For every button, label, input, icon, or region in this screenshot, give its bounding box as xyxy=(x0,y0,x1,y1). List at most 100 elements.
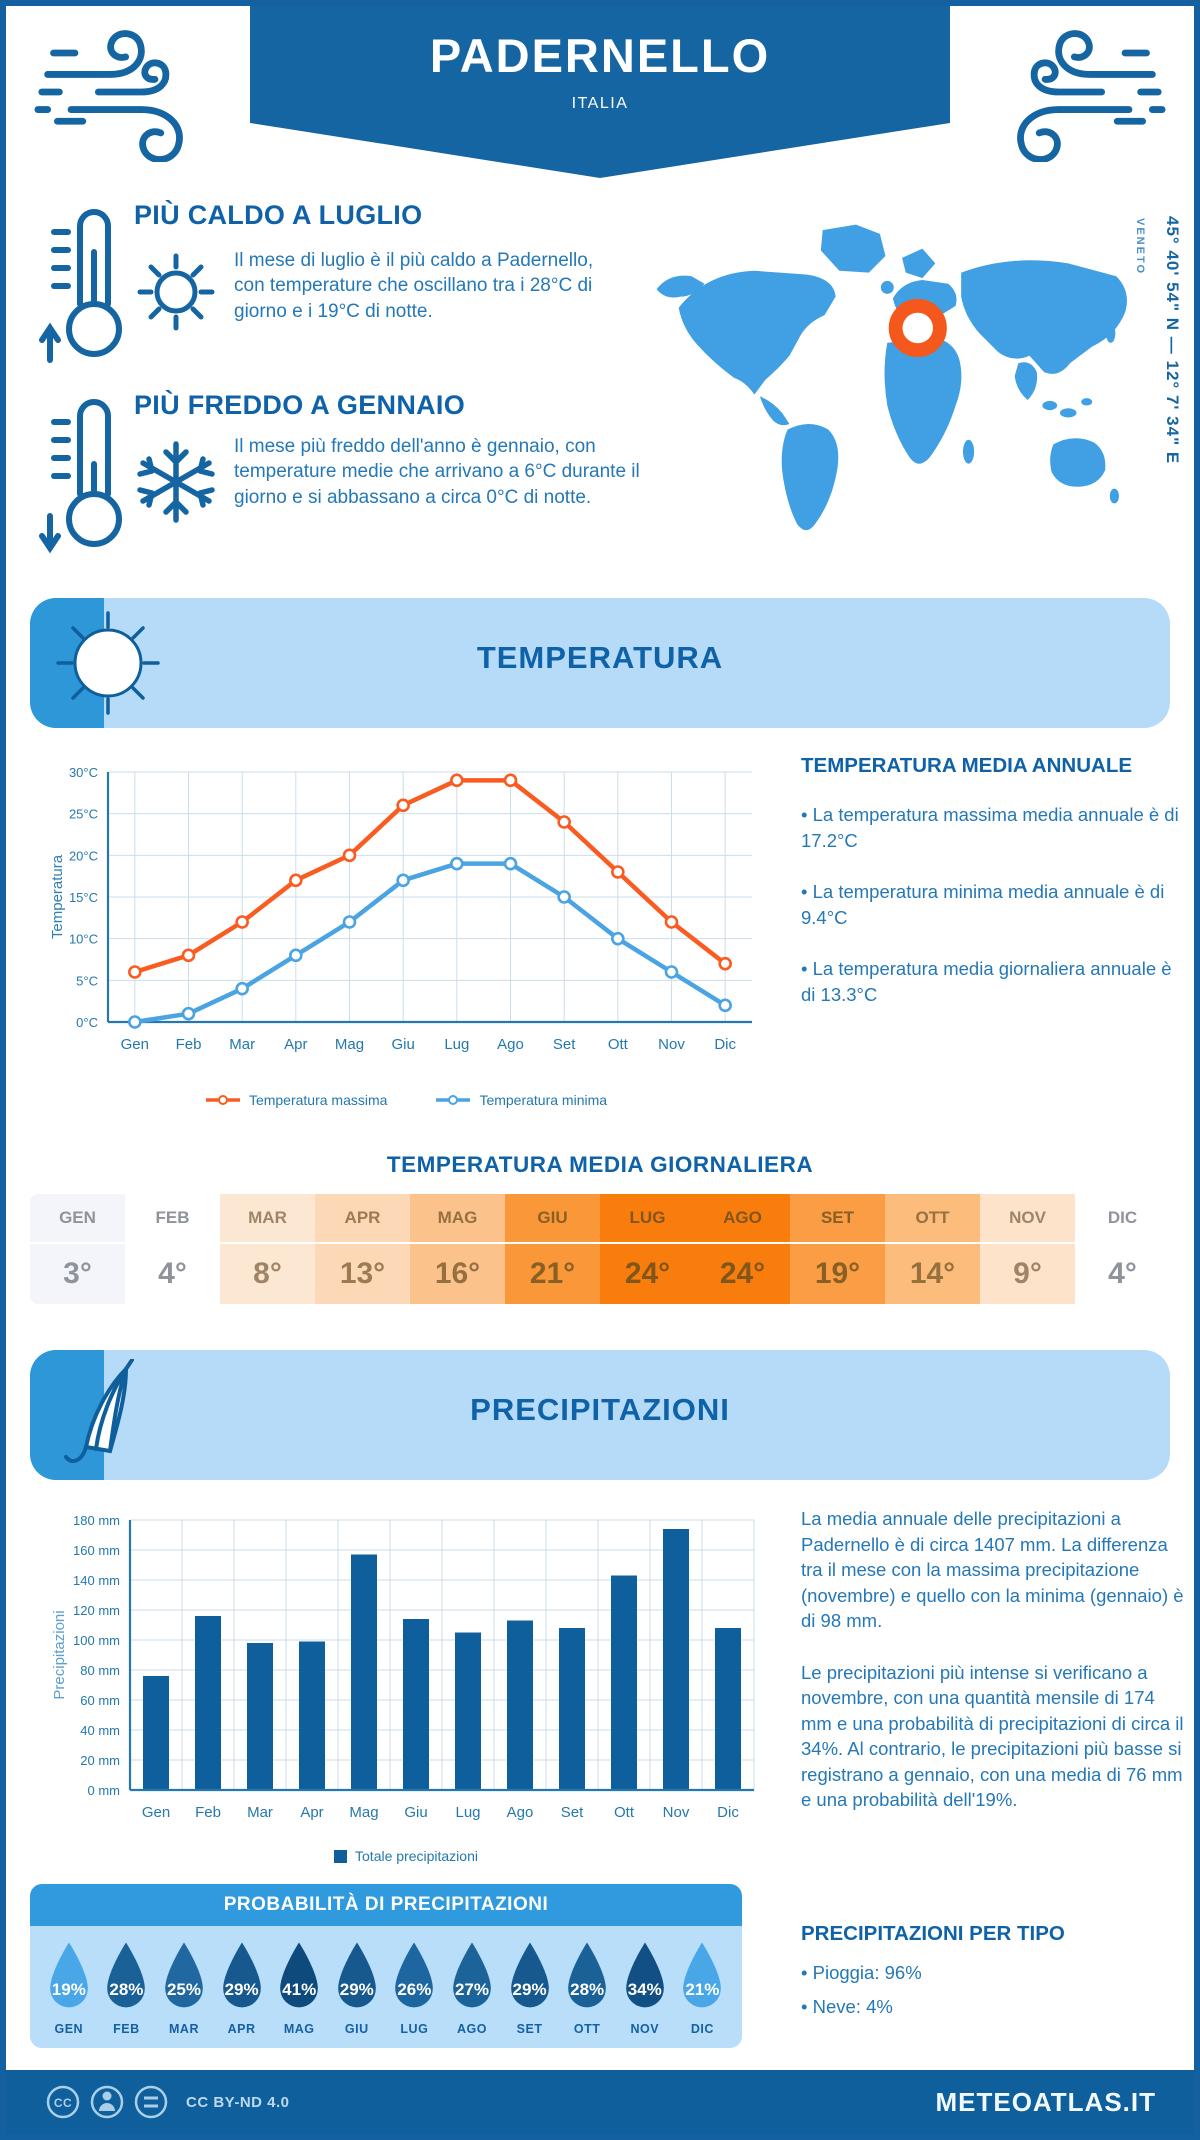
droplet-icon xyxy=(683,1942,722,2008)
probability-value: 29% xyxy=(512,1980,547,1999)
month-value-cell: 16° xyxy=(410,1244,505,1304)
month-header-cell: GIU xyxy=(505,1194,600,1242)
month-header-cell: SET xyxy=(790,1194,885,1242)
hot-section-text: Il mese di luglio è il più caldo a Pader… xyxy=(234,250,594,322)
probability-droplet: 29% SET xyxy=(501,1940,559,2036)
probability-value: 28% xyxy=(109,1980,144,1999)
svg-text:Dic: Dic xyxy=(714,1036,736,1053)
legend-item: Temperatura minima xyxy=(435,1092,607,1108)
month-value-cell: 4° xyxy=(125,1244,220,1304)
probability-month-label: GEN xyxy=(54,2022,84,2036)
temperature-monthly-table: GEN FEB MAR APR MAG GIU LUG AGO SET OTT NOV DIC 3° 4°… xyxy=(30,1194,1170,1304)
month-header-cell: MAG xyxy=(410,1194,505,1242)
svg-text:Feb: Feb xyxy=(176,1036,202,1053)
world-map xyxy=(656,224,1127,531)
droplet-icon xyxy=(280,1942,318,2008)
probability-droplet: 26% LUG xyxy=(386,1940,444,2036)
svg-text:Mag: Mag xyxy=(335,1036,364,1053)
wind-icon xyxy=(34,30,183,162)
probability-value: 19% xyxy=(51,1980,86,1999)
probability-month-label: DIC xyxy=(690,2022,714,2036)
svg-text:Lug: Lug xyxy=(455,1804,480,1821)
annual-bullet: • La temperatura media giornaliera annua… xyxy=(801,958,1172,1005)
sun-banner-icon xyxy=(56,611,160,715)
probability-month-label: MAG xyxy=(283,2022,315,2036)
svg-text:Dic: Dic xyxy=(717,1804,739,1821)
precipitation-paragraph: Le precipitazioni più intense si verific… xyxy=(801,1661,1184,1811)
svg-text:CC: CC xyxy=(54,2096,72,2110)
probability-value: 26% xyxy=(397,1980,432,1999)
probability-month-label: OTT xyxy=(573,2022,601,2036)
probability-value: 34% xyxy=(627,1980,662,1999)
annual-bullet: • La temperatura massima media annuale è… xyxy=(801,804,1179,851)
legend-square-icon xyxy=(334,1849,348,1863)
legend-label: Totale precipitazioni xyxy=(355,1848,478,1864)
svg-text:Feb: Feb xyxy=(195,1804,221,1821)
precipitation-types-block: PRECIPITAZIONI PER TIPO • Pioggia: 96% •… xyxy=(801,1922,1181,2045)
sun-icon xyxy=(137,253,215,331)
daily-mean-title: TEMPERATURA MEDIA GIORNALIERA xyxy=(386,1152,814,1177)
svg-text:Gen: Gen xyxy=(142,1804,170,1821)
probability-value: 21% xyxy=(685,1980,720,1999)
precipitation-type-bullet: • Neve: 4% xyxy=(801,1995,893,2017)
probability-droplet: 21% DIC xyxy=(674,1940,732,2036)
month-header-cell: LUG xyxy=(600,1194,695,1242)
site-name: METEOATLAS.IT xyxy=(935,2086,1156,2117)
svg-text:Apr: Apr xyxy=(300,1804,323,1821)
precipitation-chart-legend: Totale precipitazioni xyxy=(46,1848,766,1864)
droplet-icon xyxy=(222,1942,261,2008)
hot-section-title: PIÙ CALDO A LUGLIO xyxy=(134,200,423,230)
svg-text:Set: Set xyxy=(553,1036,576,1053)
probability-droplets: 19% GEN 28% FEB 25% MAR 29% APR 41% MAG 29% GIU 26% L… xyxy=(30,1926,742,2048)
umbrella-icon xyxy=(64,1359,134,1464)
svg-text:0°C: 0°C xyxy=(76,1015,98,1030)
month-value-cell: 24° xyxy=(695,1244,790,1304)
precipitation-paragraph: La media annuale delle precipitazioni a … xyxy=(801,1508,1184,1632)
probability-value: 25% xyxy=(166,1980,201,1999)
thermometer-hot-icon xyxy=(39,209,122,363)
annual-averages-block: TEMPERATURA MEDIA ANNUALE • La temperatu… xyxy=(801,754,1181,1033)
probability-month-label: AGO xyxy=(456,2022,487,2036)
svg-text:Apr: Apr xyxy=(284,1036,307,1053)
month-value-cell: 13° xyxy=(315,1244,410,1304)
svg-text:40 mm: 40 mm xyxy=(80,1723,120,1738)
svg-text:15°C: 15°C xyxy=(69,890,98,905)
probability-month-label: APR xyxy=(227,2022,256,2036)
svg-text:Ott: Ott xyxy=(608,1036,629,1053)
precipitation-types-title: PRECIPITAZIONI PER TIPO xyxy=(801,1922,1065,1945)
svg-text:Nov: Nov xyxy=(663,1804,690,1821)
probability-droplet: 41% MAG xyxy=(270,1940,328,2036)
legend-item: Temperatura massima xyxy=(205,1092,388,1108)
probability-droplet: 29% GIU xyxy=(328,1940,386,2036)
month-header-cell: GEN xyxy=(30,1194,125,1242)
svg-text:Temperatura: Temperatura xyxy=(49,854,66,939)
svg-text:Gen: Gen xyxy=(121,1036,149,1053)
probability-value: 27% xyxy=(454,1980,489,1999)
month-value-cell: 21° xyxy=(505,1244,600,1304)
svg-text:Precipitazioni: Precipitazioni xyxy=(51,1610,68,1699)
legend-label: Temperatura minima xyxy=(479,1092,608,1108)
annual-averages-title: TEMPERATURA MEDIA ANNUALE xyxy=(801,754,1133,777)
probability-value: 41% xyxy=(282,1980,317,1999)
page-subtitle: ITALIA xyxy=(571,95,629,112)
month-header-cell: NOV xyxy=(980,1194,1075,1242)
droplet-icon xyxy=(107,1942,146,2008)
page-title: PADERNELLO xyxy=(429,29,771,82)
probability-droplet: 28% OTT xyxy=(558,1940,616,2036)
probability-droplet: 29% APR xyxy=(213,1940,271,2036)
probability-value: 29% xyxy=(224,1980,259,1999)
month-header-cell: APR xyxy=(315,1194,410,1242)
location-marker xyxy=(888,298,947,358)
probability-month-label: SET xyxy=(516,2022,543,2036)
month-value-cell: 19° xyxy=(790,1244,885,1304)
svg-text:Mar: Mar xyxy=(229,1036,255,1053)
month-value-cell: 8° xyxy=(220,1244,315,1304)
footer: CC CC BY-ND 4.0 METEOATLAS.IT xyxy=(6,2070,1194,2134)
probability-droplet: 34% NOV xyxy=(616,1940,674,2036)
thermometer-cold-icon xyxy=(39,399,122,554)
svg-text:25°C: 25°C xyxy=(69,807,98,822)
legend-label: Temperatura massima xyxy=(248,1092,388,1108)
svg-text:80 mm: 80 mm xyxy=(80,1663,120,1678)
probability-month-label: FEB xyxy=(113,2022,140,2036)
